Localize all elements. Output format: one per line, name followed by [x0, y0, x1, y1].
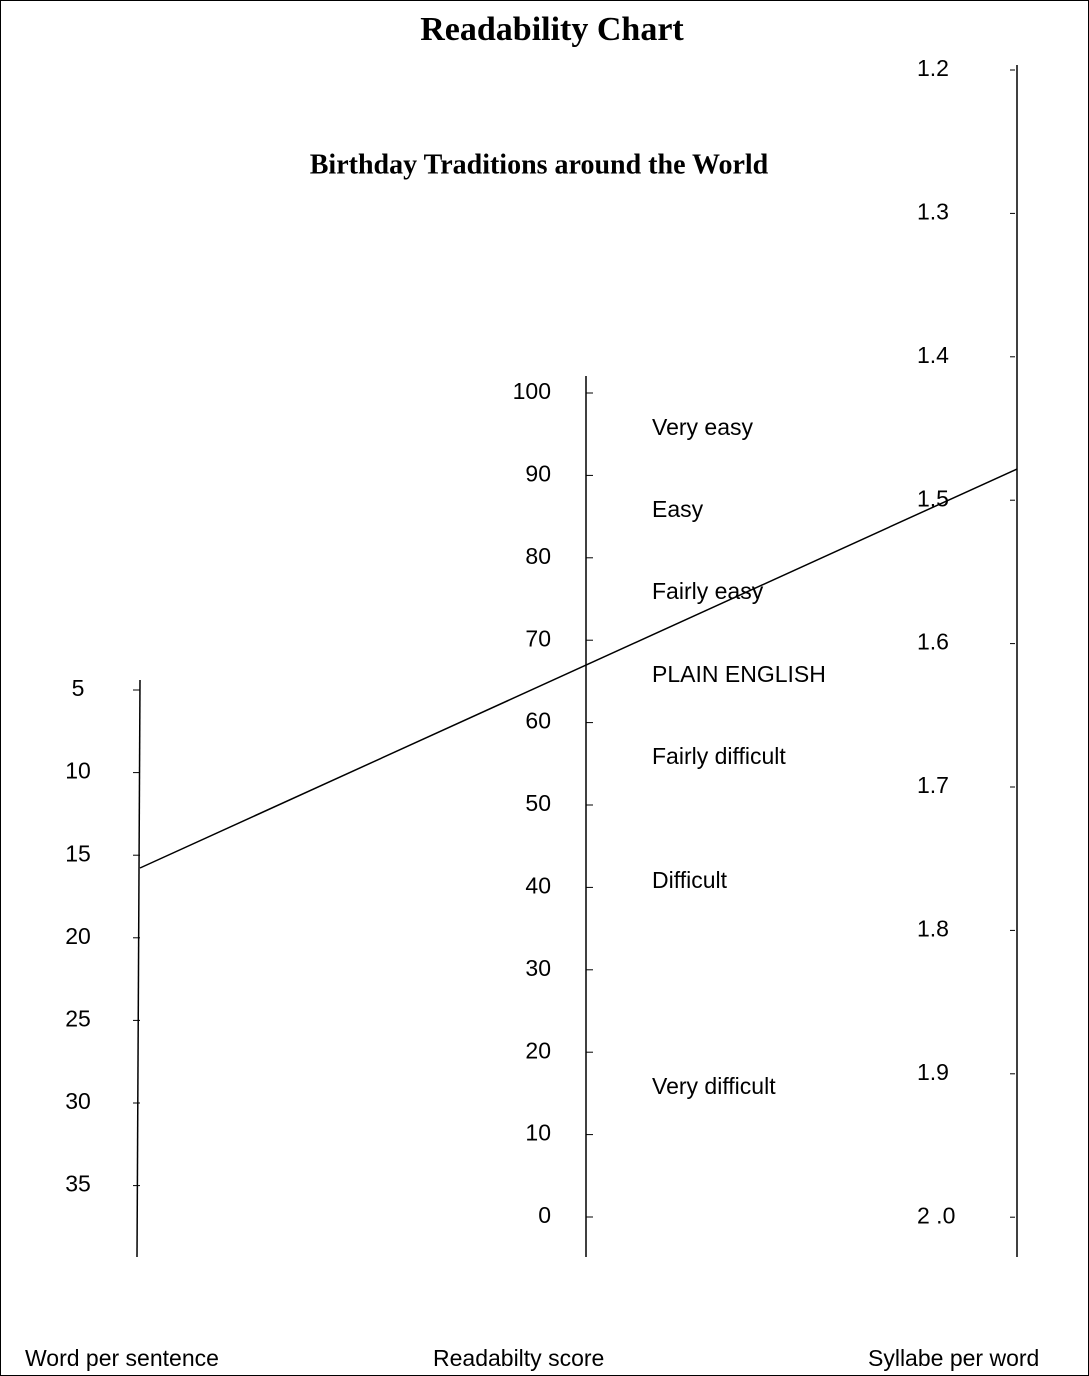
tick-label: 1.5 — [917, 485, 949, 511]
tick-label: 30 — [65, 1088, 91, 1114]
tick-label: 25 — [65, 1005, 91, 1031]
band-label: Difficult — [652, 867, 728, 893]
left-axis — [136, 679, 141, 1258]
tick-label: 1.8 — [917, 915, 949, 941]
tick-label: 10 — [65, 758, 91, 784]
axis-label: Syllabe per word — [868, 1345, 1039, 1371]
tick-label: 1.2 — [917, 55, 949, 81]
tick-label: 2 .0 — [917, 1202, 955, 1228]
title: Readability Chart — [420, 11, 684, 48]
tick-label: 70 — [525, 625, 551, 651]
tick-label: 1.9 — [917, 1059, 949, 1085]
band-label: Very difficult — [652, 1073, 776, 1099]
tick-label: 35 — [65, 1171, 91, 1197]
tick-label: 80 — [525, 543, 551, 569]
reading-line — [139, 468, 1018, 869]
tick-label: 0 — [538, 1202, 551, 1228]
tick-label: 50 — [525, 790, 551, 816]
band-label: Fairly difficult — [652, 743, 786, 769]
tick-label: 30 — [525, 955, 551, 981]
tick-label: 100 — [513, 378, 551, 404]
tick-label: 1.4 — [917, 342, 949, 368]
tick-label: 40 — [525, 872, 551, 898]
band-label: Very easy — [652, 414, 753, 440]
axis-label: Readabilty score — [433, 1345, 604, 1371]
tick-label: 15 — [65, 840, 91, 866]
tick-label: 60 — [525, 708, 551, 734]
tick-label: 1.3 — [917, 198, 949, 224]
band-label: Easy — [652, 496, 704, 522]
band-label: Fairly easy — [652, 578, 764, 604]
axis-label: Word per sentence — [25, 1345, 219, 1371]
tick-label: 90 — [525, 460, 551, 486]
subtitle: Birthday Traditions around the World — [310, 149, 769, 180]
tick-label: 10 — [525, 1120, 551, 1146]
tick-label: 20 — [525, 1037, 551, 1063]
tick-label: 5 — [72, 675, 85, 701]
band-label: PLAIN ENGLISH — [652, 661, 826, 687]
tick-label: 1.6 — [917, 629, 949, 655]
tick-label: 1.7 — [917, 772, 949, 798]
tick-label: 20 — [65, 923, 91, 949]
